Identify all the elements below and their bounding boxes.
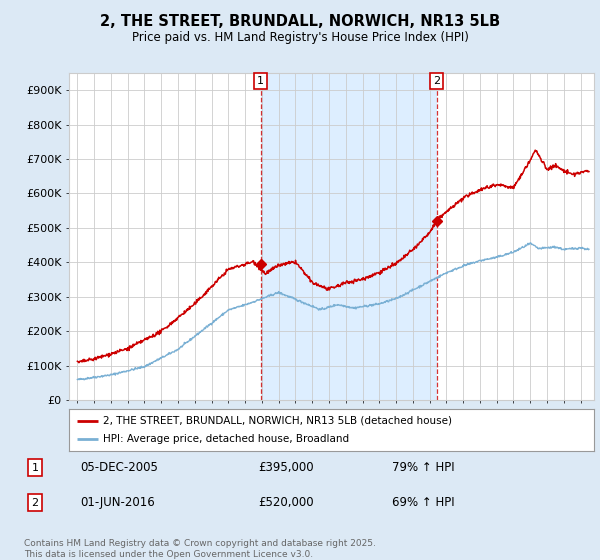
Text: HPI: Average price, detached house, Broadland: HPI: Average price, detached house, Broa… [103, 434, 349, 444]
Text: 1: 1 [257, 76, 264, 86]
Text: 01-JUN-2016: 01-JUN-2016 [80, 496, 155, 509]
Bar [260, 73, 437, 400]
Text: £520,000: £520,000 [259, 496, 314, 509]
Text: 69% ↑ HPI: 69% ↑ HPI [392, 496, 455, 509]
Text: 05-DEC-2005: 05-DEC-2005 [80, 461, 158, 474]
Text: 79% ↑ HPI: 79% ↑ HPI [392, 461, 455, 474]
Text: £395,000: £395,000 [259, 461, 314, 474]
Text: 1: 1 [32, 463, 38, 473]
Text: 2: 2 [32, 498, 39, 507]
Text: 2: 2 [433, 76, 440, 86]
Text: 2, THE STREET, BRUNDALL, NORWICH, NR13 5LB: 2, THE STREET, BRUNDALL, NORWICH, NR13 5… [100, 14, 500, 29]
Text: 2, THE STREET, BRUNDALL, NORWICH, NR13 5LB (detached house): 2, THE STREET, BRUNDALL, NORWICH, NR13 5… [103, 416, 452, 426]
Text: Price paid vs. HM Land Registry's House Price Index (HPI): Price paid vs. HM Land Registry's House … [131, 31, 469, 44]
Text: Contains HM Land Registry data © Crown copyright and database right 2025.
This d: Contains HM Land Registry data © Crown c… [24, 539, 376, 559]
